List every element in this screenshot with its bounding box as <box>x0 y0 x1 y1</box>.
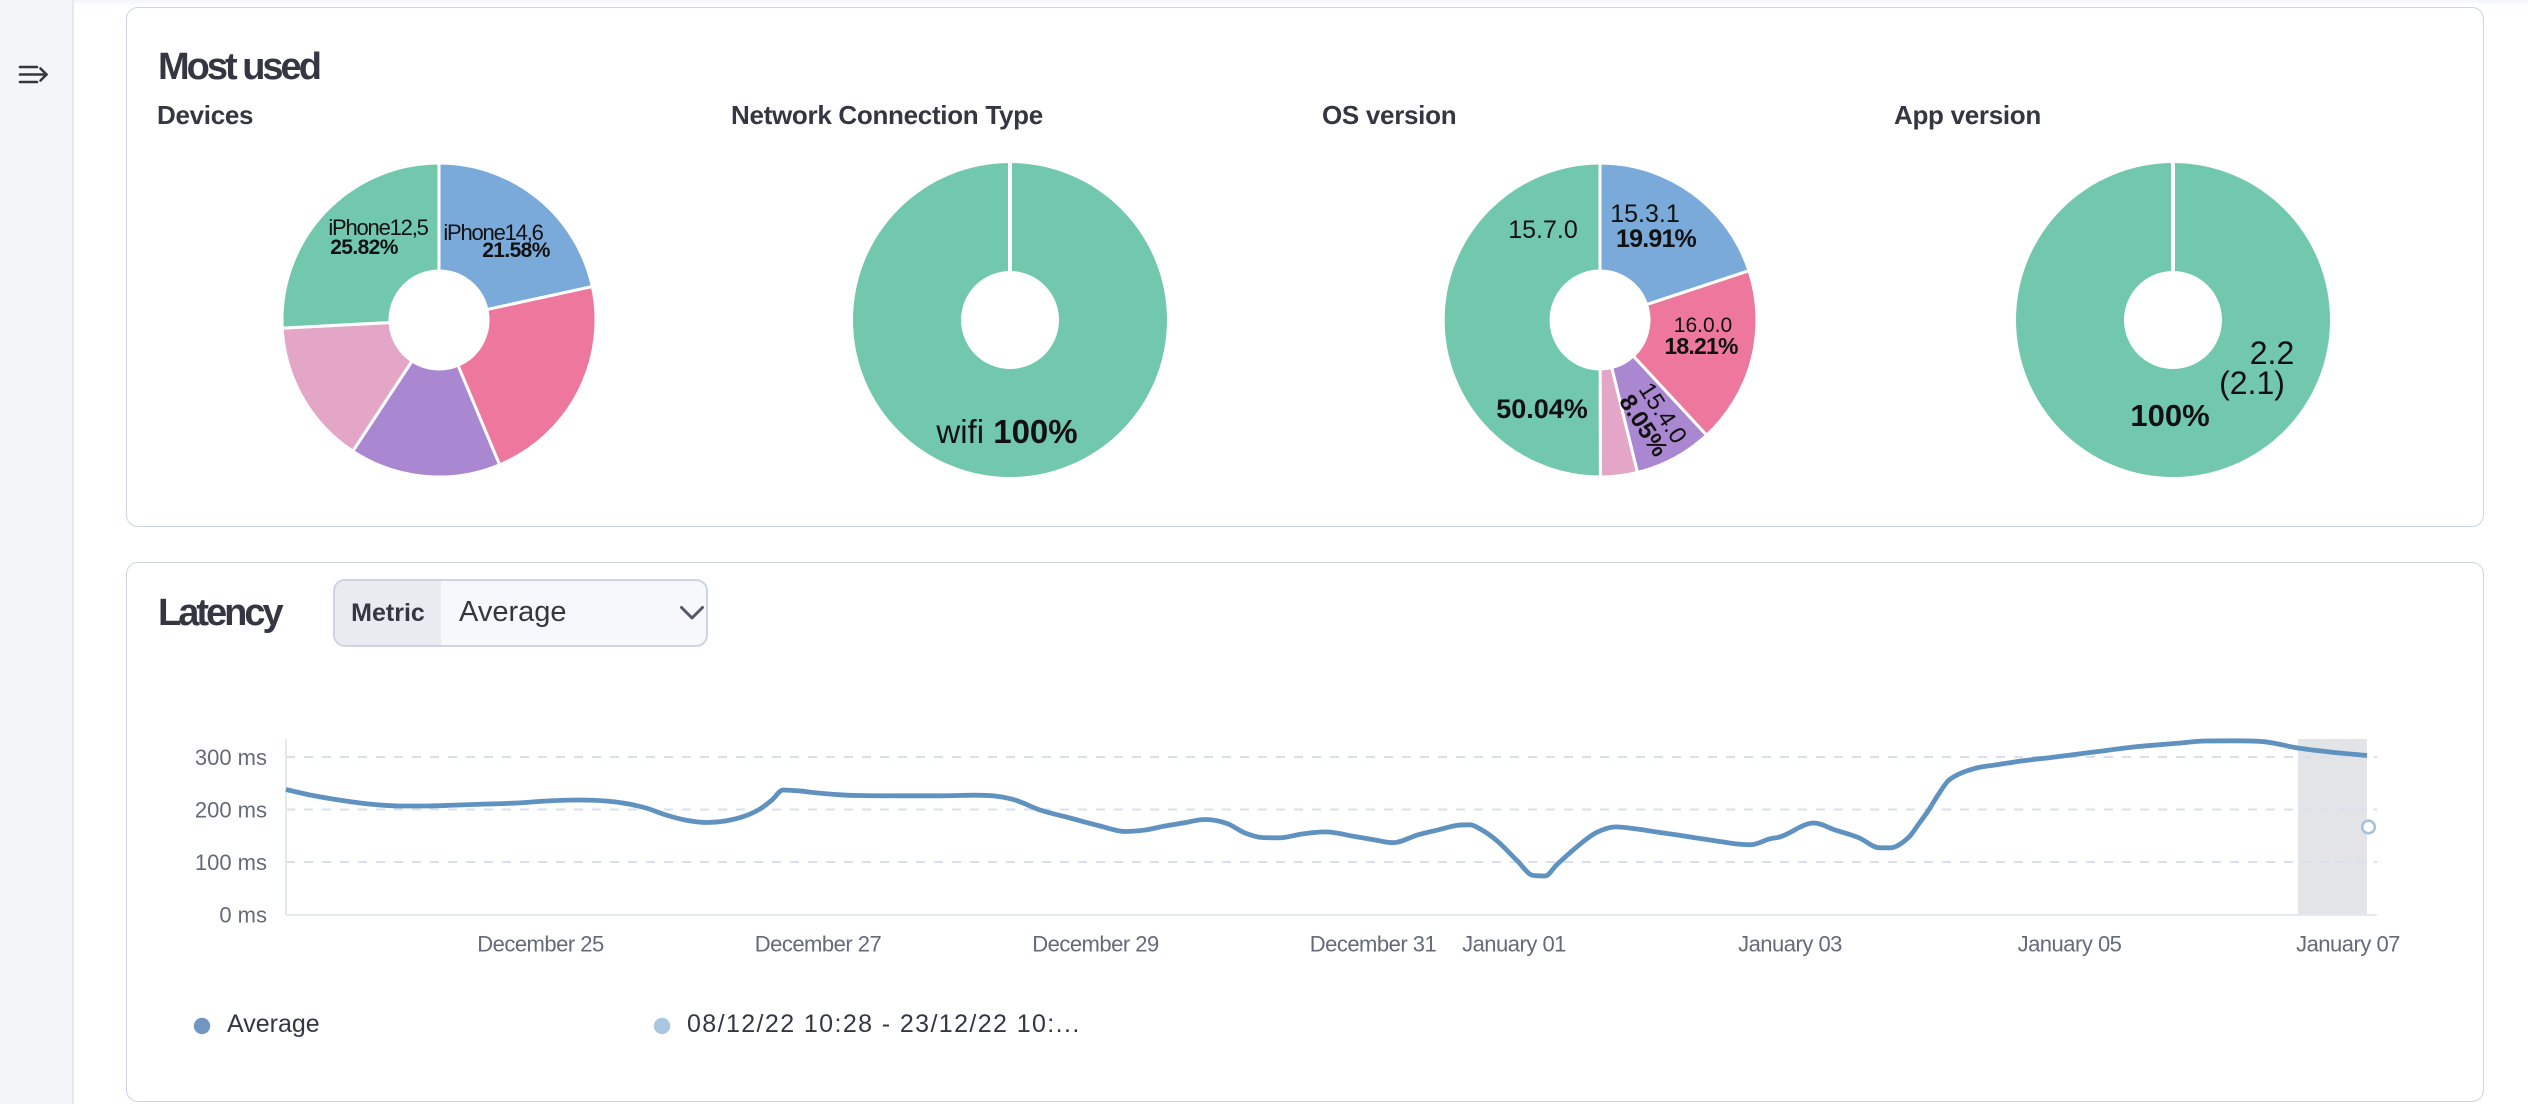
svg-text:15.3.1: 15.3.1 <box>1610 200 1680 228</box>
svg-text:15.7.0: 15.7.0 <box>1508 216 1578 244</box>
svg-text:wifi 100%: wifi 100% <box>935 413 1077 450</box>
svg-text:25.82%: 25.82% <box>330 236 399 259</box>
svg-text:December 29: December 29 <box>1032 932 1159 957</box>
svg-text:18.21%: 18.21% <box>1664 333 1738 359</box>
svg-text:December 31: December 31 <box>1310 932 1437 957</box>
svg-text:2.2: 2.2 <box>2250 335 2294 371</box>
svg-text:Average: Average <box>227 1010 320 1038</box>
svg-text:January 01: January 01 <box>1462 932 1566 957</box>
svg-text:January 05: January 05 <box>2018 932 2122 957</box>
svg-text:100%: 100% <box>2130 398 2209 433</box>
svg-text:January 07: January 07 <box>2296 932 2400 957</box>
svg-text:50.04%: 50.04% <box>1496 394 1588 424</box>
svg-text:December 25: December 25 <box>477 932 604 957</box>
svg-text:iPhone14,6: iPhone14,6 <box>443 220 543 245</box>
svg-text:December 27: December 27 <box>755 932 882 957</box>
svg-text:100 ms: 100 ms <box>195 850 267 875</box>
svg-text:January 03: January 03 <box>1738 932 1842 957</box>
svg-text:iPhone12,5: iPhone12,5 <box>328 215 428 240</box>
svg-text:(2.1): (2.1) <box>2219 365 2285 401</box>
svg-text:200 ms: 200 ms <box>195 798 267 823</box>
svg-text:16.0.0: 16.0.0 <box>1674 314 1732 337</box>
svg-text:300 ms: 300 ms <box>195 745 267 770</box>
svg-text:0 ms: 0 ms <box>219 903 267 928</box>
svg-text:21.58%: 21.58% <box>482 239 551 262</box>
svg-text:08/12/22 10:28 - 23/12/22 10:.: 08/12/22 10:28 - 23/12/22 10:... <box>687 1010 1081 1038</box>
svg-text:19.91%: 19.91% <box>1616 225 1697 253</box>
